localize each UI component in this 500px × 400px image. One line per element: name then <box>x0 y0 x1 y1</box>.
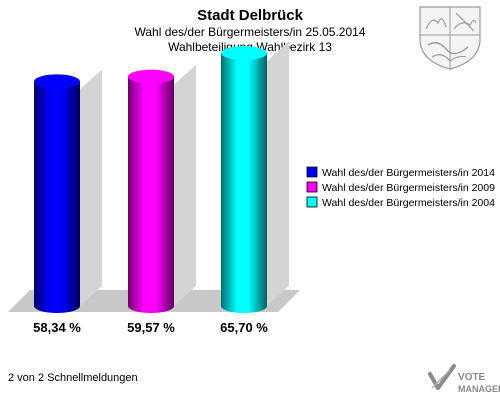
vote-manager-logo-icon <box>428 364 456 390</box>
bar-top-2009 <box>128 69 174 84</box>
bar-2014 <box>34 81 80 314</box>
legend-swatch-2009 <box>306 181 318 193</box>
bars <box>34 41 289 314</box>
bar-value-label-2014: 58,34 % <box>33 320 81 335</box>
bar-value-label-2009: 59,57 % <box>127 320 175 335</box>
legend-label-2014: Wahl des/der Bürgermeisters/in 2014 <box>322 167 495 179</box>
legend-swatch-2004 <box>306 196 318 208</box>
bar-top-2004 <box>221 46 267 61</box>
page-indicator: 2 von 2 Schnellmeldungen <box>8 372 138 384</box>
chart-title: Stadt Delbrück <box>197 7 304 24</box>
legend-swatch-2014 <box>306 166 318 178</box>
brand-line-1: VOTE <box>458 372 486 383</box>
brand-line-2: MANAGER <box>458 384 500 394</box>
bar-shadow-2014 <box>80 69 102 307</box>
bar-value-label-2004: 65,70 % <box>220 320 268 335</box>
bar-shadow-2004 <box>267 41 289 307</box>
coat-of-arms-icon <box>419 6 481 70</box>
legend-label-2009: Wahl des/der Bürgermeisters/in 2009 <box>322 182 495 194</box>
bar-2004 <box>221 53 267 314</box>
bar-shadow-2009 <box>174 64 196 306</box>
chart-subtitle: Wahl des/der Bürgermeisters/in 25.05.201… <box>134 25 365 39</box>
legend-label-2004: Wahl des/der Bürgermeisters/in 2004 <box>322 197 495 209</box>
legend: Wahl des/der Bürgermeisters/in 2014 Wahl… <box>306 166 495 209</box>
bar-top-2014 <box>34 74 80 89</box>
bar-2009 <box>128 76 174 313</box>
